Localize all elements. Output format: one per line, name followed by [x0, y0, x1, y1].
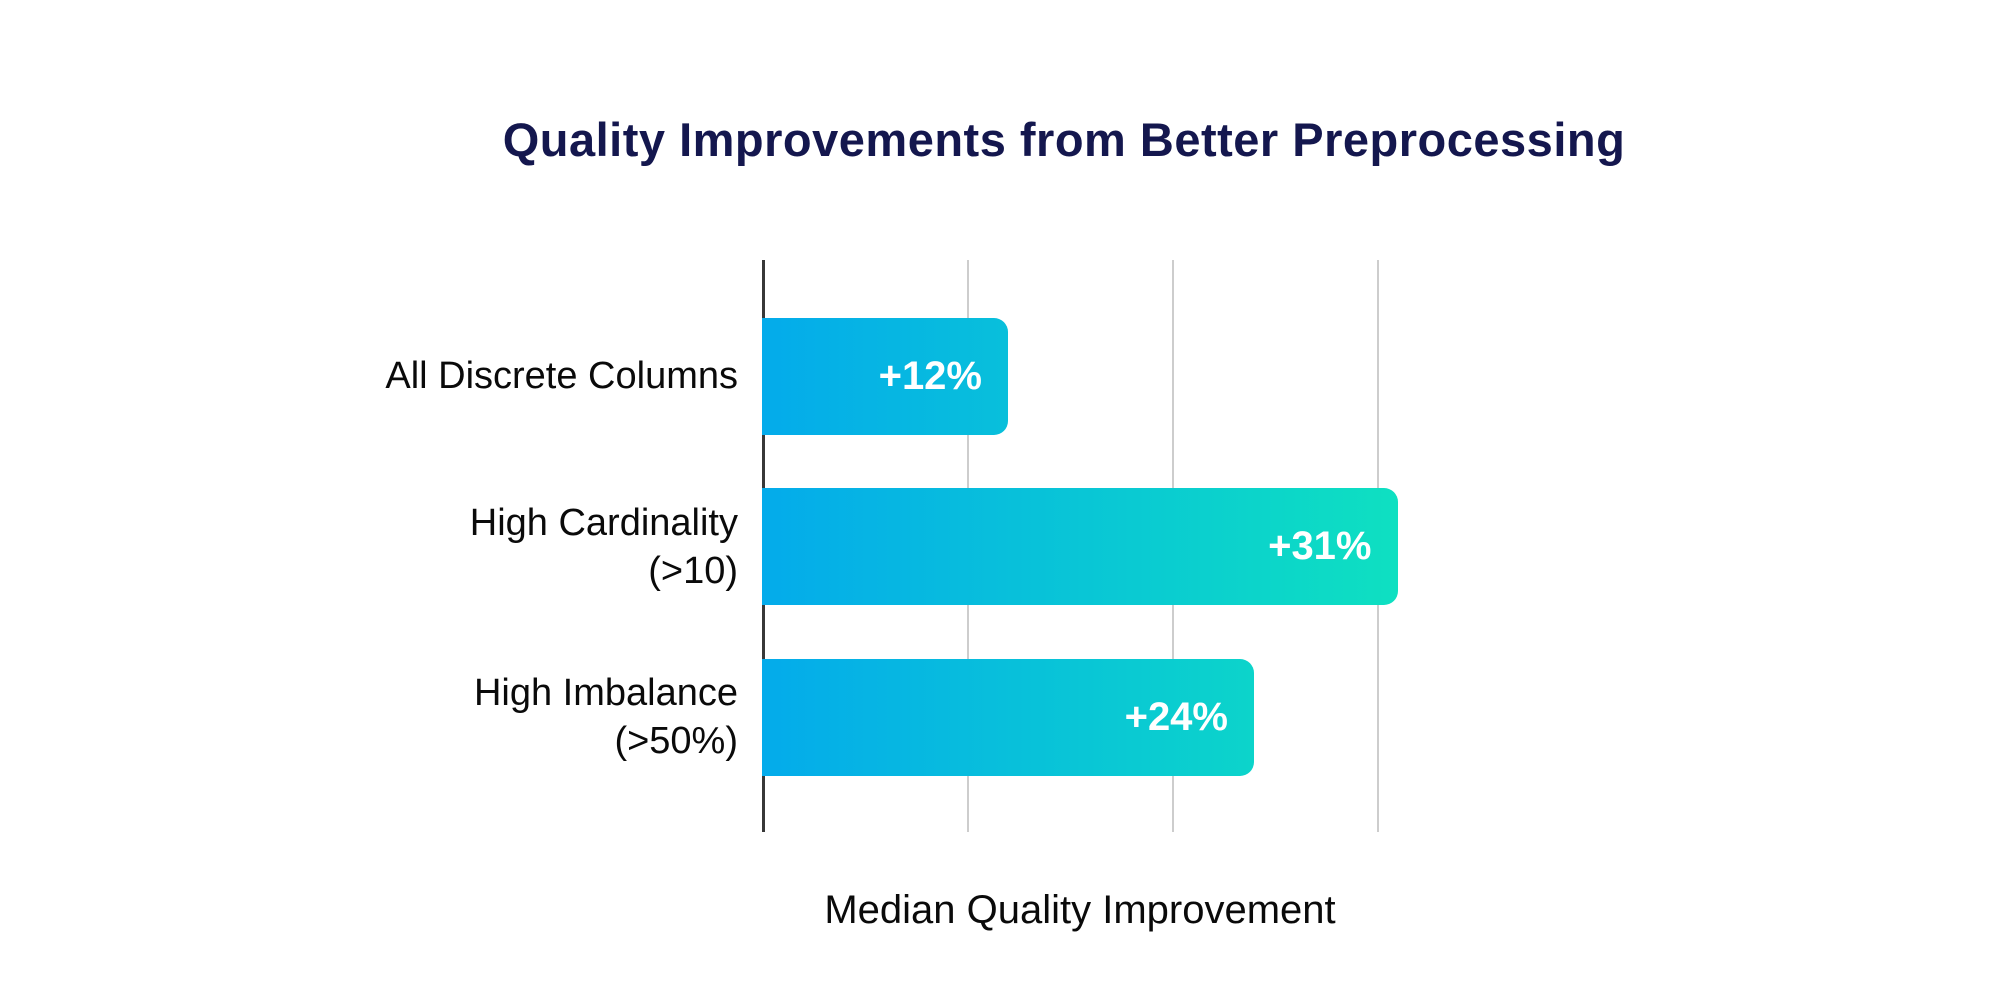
category-label: High Imbalance (>50%): [473, 672, 738, 762]
bar: +24%: [762, 658, 1254, 776]
category-label: All Discrete Columns: [385, 355, 738, 397]
bar-value-label: +31%: [1268, 524, 1372, 568]
x-axis-label: Median Quality Improvement: [824, 888, 1336, 932]
bar-row: High Imbalance (>50%) +24%: [0, 658, 2000, 776]
bar-row: All Discrete Columns +12%: [0, 317, 2000, 435]
category-label: High Cardinality (>10): [469, 501, 738, 592]
chart-title: Quality Improvements from Better Preproc…: [502, 113, 1626, 166]
bar-value-label: +12%: [878, 353, 982, 398]
bar-value-label: +24%: [1124, 694, 1228, 739]
bar-row: High Cardinality (>10) +31%: [0, 488, 2000, 605]
bar: +31%: [762, 488, 1398, 605]
bar: +12%: [762, 317, 1008, 435]
